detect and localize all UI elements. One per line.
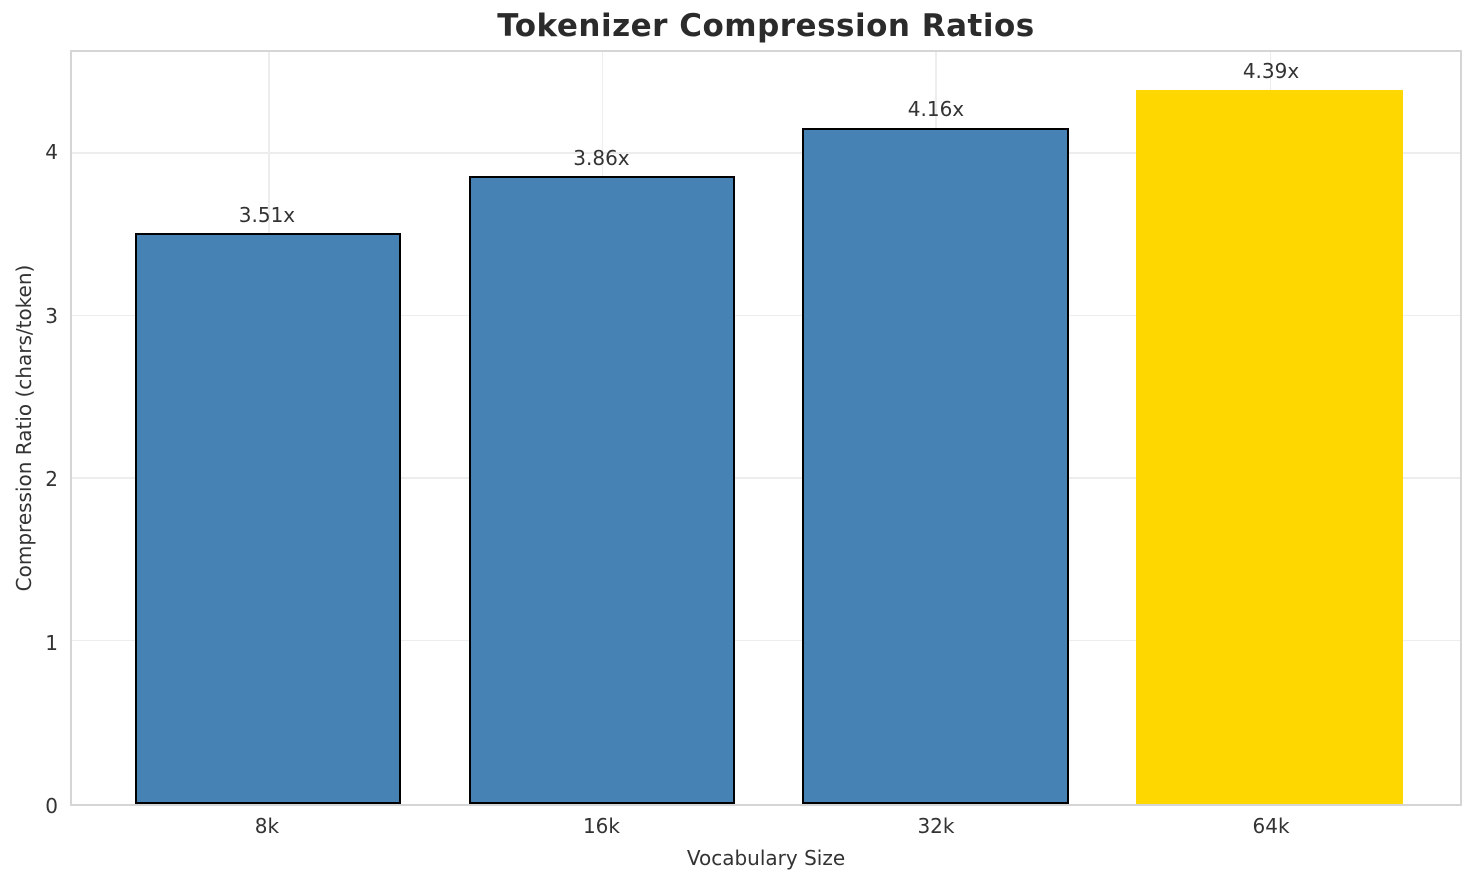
gridline-horizontal <box>72 477 1460 479</box>
plot-area <box>70 50 1462 806</box>
x-tick-label-64k: 64k <box>1252 814 1290 838</box>
x-tick-label-8k: 8k <box>254 814 280 838</box>
x-tick-label-16k: 16k <box>582 814 620 838</box>
bar-value-label: 3.51x <box>238 203 296 228</box>
gridline-horizontal <box>72 314 1460 317</box>
bar-value-label: 4.39x <box>1242 59 1300 84</box>
bar-16k <box>468 176 736 804</box>
y-tick-label: 1 <box>45 630 58 655</box>
gridline-horizontal <box>72 639 1460 642</box>
y-tick-label: 3 <box>45 303 58 328</box>
y-tick-label: 2 <box>45 467 58 492</box>
y-tick-label: 0 <box>45 794 58 818</box>
y-tick-label: 4 <box>45 140 58 165</box>
bar-32k <box>802 127 1069 804</box>
chart-title: Tokenizer Compression Ratios <box>497 8 1035 44</box>
bar-value-label: 4.16x <box>907 97 965 121</box>
bar-8k <box>135 233 402 804</box>
y-axis-label: Compression Ratio (chars/token) <box>12 264 36 592</box>
bar-64k-highlight <box>1136 90 1403 804</box>
x-axis-label: Vocabulary Size <box>686 846 846 870</box>
bar-value-label: 3.86x <box>573 146 630 171</box>
gridline-horizontal <box>72 152 1460 154</box>
x-tick-label-32k: 32k <box>917 814 955 838</box>
